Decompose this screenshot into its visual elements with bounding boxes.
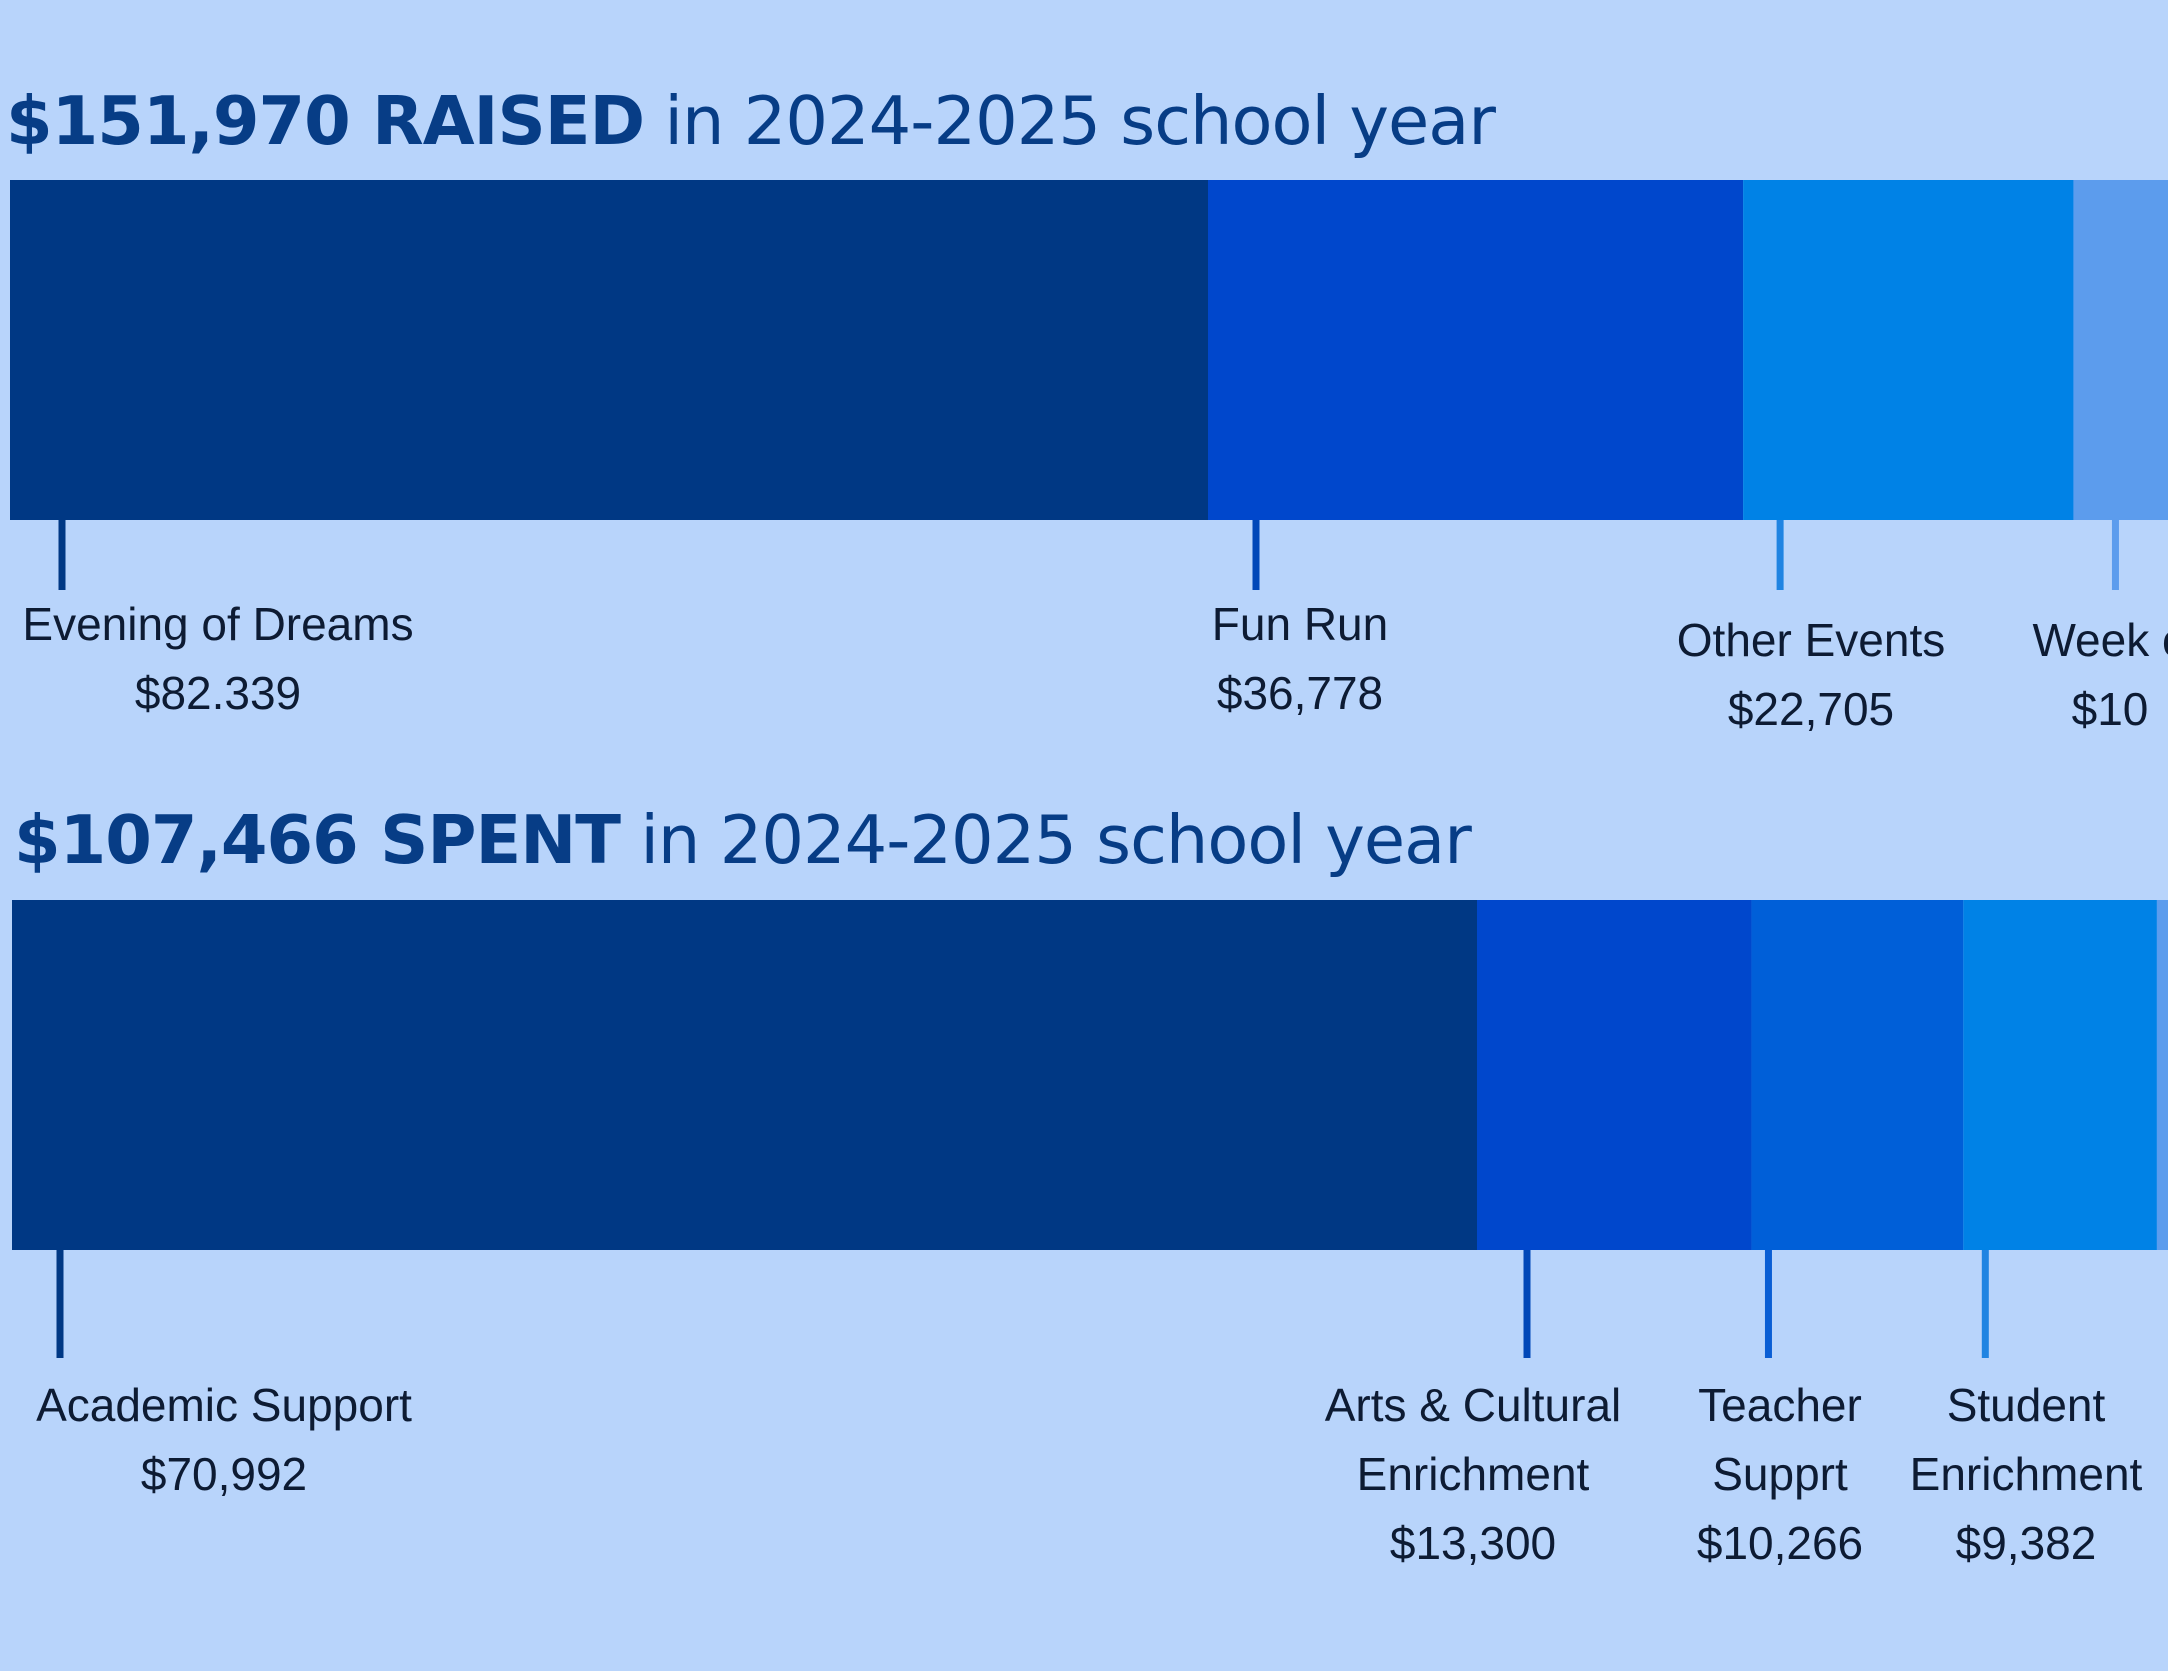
raised-segment-1 — [10, 180, 1208, 520]
raised-segment-2-name-line-1: Fun Run — [1211, 598, 1389, 650]
raised-segment-2-tick — [1252, 520, 1260, 590]
spent-segment-labels: Academic Support $70,992 Arts & Cultural En… — [0, 1371, 2168, 1671]
raised-segment-3-label: Other Events $22,705 — [1677, 606, 1945, 744]
spent-segment-1-label: Academic Support $70,992 — [36, 1371, 412, 1509]
raised-segment-2 — [1208, 180, 1744, 520]
raised-title-text: in 2024-2025 school year — [644, 82, 1495, 160]
raised-segment-2-value: $36,778 — [1216, 667, 1384, 719]
spent-segment-1-name-line-1: Academic Support — [36, 1379, 412, 1431]
raised-segment-3-name-line-1: Other Events — [1676, 614, 1946, 666]
spent-segment-4-name-line-2: Enrichment — [1909, 1448, 2143, 1500]
spent-title-text: in 2024-2025 school year — [620, 801, 1471, 879]
spent-segment-2 — [1477, 900, 1752, 1250]
spent-segment-4-tick — [1981, 1250, 1989, 1358]
spent-segment-3-label: Teacher Supprt $10,266 — [1697, 1371, 1863, 1578]
spent-segment-2-tick — [1523, 1250, 1531, 1358]
raised-segment-labels: Evening of Dreams $82.339 Fun Run $36,778 Ot… — [0, 590, 2168, 890]
spent-segment-3-value: $10,266 — [1696, 1517, 1864, 1569]
spent-segment-3-name-line-1: Teacher — [1698, 1379, 1862, 1431]
raised-segment-4-tick — [2111, 520, 2119, 590]
raised-segment-4-value: $10 — [2071, 683, 2149, 735]
raised-segment-4-label: Week o $10 — [2032, 606, 2168, 744]
raised-segment-3-tick — [1776, 520, 1784, 590]
raised-segment-3 — [1743, 180, 2074, 520]
spent-segment-4-label: Student Enrichment $9,382 — [1910, 1371, 2143, 1578]
spent-segment-2-label: Arts & Cultural Enrichment $13,300 — [1325, 1371, 1622, 1578]
raised-chart-title: $151,970 RAISED in 2024-2025 school year — [6, 88, 1496, 155]
raised-segment-1-name-line-1: Evening of Dreams — [22, 598, 414, 650]
spent-segment-4-name-line-1: Student — [1946, 1379, 2106, 1431]
spent-segment-3-name-line-2: Supprt — [1712, 1448, 1848, 1500]
raised-segment-4-name-line-1: Week o — [2032, 614, 2168, 666]
raised-stacked-bar — [10, 180, 2168, 590]
spent-segment-1-value: $70,992 — [140, 1448, 308, 1500]
raised-segment-2-label: Fun Run $36,778 — [1212, 590, 1388, 728]
raised-total-amount: $151,970 RAISED — [6, 82, 645, 160]
spent-segment-3-tick — [1764, 1250, 1772, 1358]
spent-segment-4-value: $9,382 — [1955, 1517, 2097, 1569]
spent-segment-2-name-line-1: Arts & Cultural — [1324, 1379, 1622, 1431]
raised-segment-4 — [2073, 180, 2168, 520]
raised-segment-3-value: $22,705 — [1727, 683, 1895, 735]
spent-segment-1 — [12, 900, 1477, 1250]
spent-segment-5 — [2156, 900, 2168, 1250]
raised-segment-1-value: $82.339 — [134, 667, 302, 719]
spent-segment-2-value: $13,300 — [1389, 1517, 1557, 1569]
spent-segment-4 — [1963, 900, 2157, 1250]
spent-segment-3 — [1751, 900, 1964, 1250]
spent-total-amount: $107,466 SPENT — [14, 801, 621, 879]
spent-chart-title: $107,466 SPENT in 2024-2025 school year — [14, 807, 1472, 874]
spent-stacked-bar — [12, 900, 2168, 1358]
raised-segment-1-label: Evening of Dreams $82.339 — [22, 590, 413, 728]
raised-segment-1-tick — [58, 520, 66, 590]
spent-segment-2-name-line-2: Enrichment — [1356, 1448, 1590, 1500]
spent-segment-1-tick — [56, 1250, 64, 1358]
